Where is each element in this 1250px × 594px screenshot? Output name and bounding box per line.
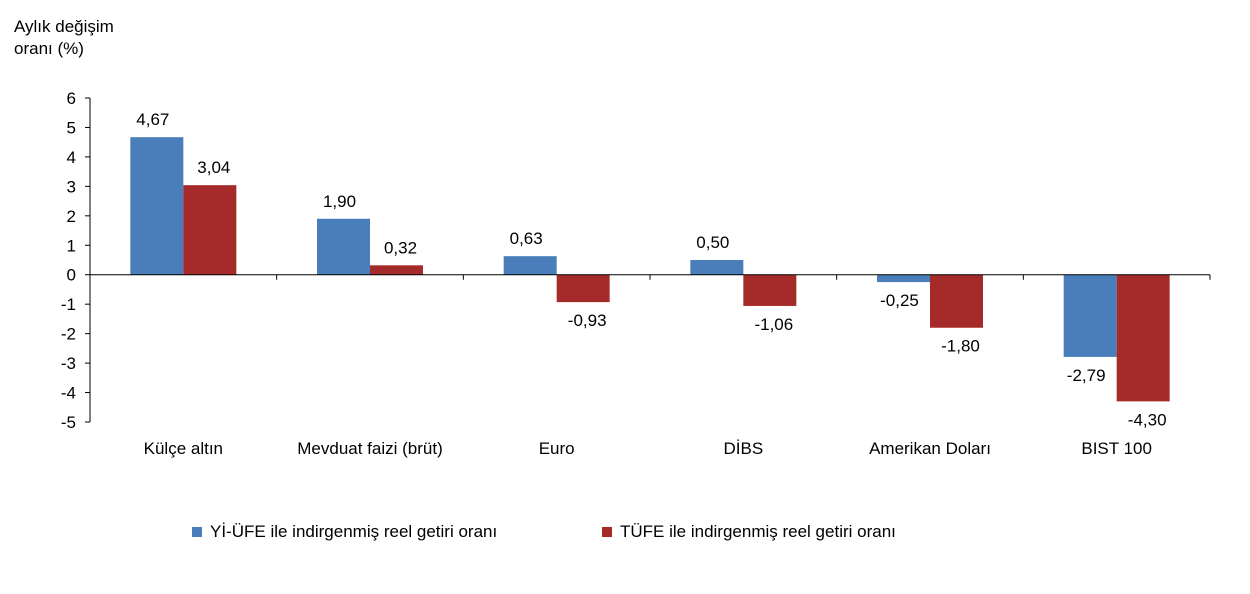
data-label: 4,67 xyxy=(136,110,169,129)
y-tick-label: 2 xyxy=(67,207,76,226)
category-label: BIST 100 xyxy=(1081,439,1152,458)
data-label: -1,06 xyxy=(754,315,793,334)
legend-item-tufe: TÜFE ile indirgenmiş reel getiri oranı xyxy=(602,522,896,542)
y-tick-label: 3 xyxy=(67,177,76,196)
y-tick-label: -5 xyxy=(61,413,76,432)
bar xyxy=(370,265,423,275)
bar xyxy=(690,260,744,275)
legend-item-yi-ufe: Yİ-ÜFE ile indirgenmiş reel getiri oranı xyxy=(192,522,497,542)
y-tick-label: 1 xyxy=(67,236,76,255)
y-tick-label: -1 xyxy=(61,295,76,314)
category-label: Amerikan Doları xyxy=(869,439,991,458)
bar xyxy=(556,274,610,303)
data-label: 1,90 xyxy=(323,192,356,211)
y-tick-label: -4 xyxy=(61,384,76,403)
bar xyxy=(1063,274,1117,357)
bar xyxy=(183,185,237,275)
data-label: -0,93 xyxy=(568,311,607,330)
bar xyxy=(317,218,370,275)
y-tick-label: 6 xyxy=(67,89,76,108)
category-label: DİBS xyxy=(723,439,763,458)
y-tick-label: 4 xyxy=(67,148,76,167)
legend-swatch-yi-ufe xyxy=(192,527,202,537)
y-tick-label: 5 xyxy=(67,118,76,137)
bar xyxy=(930,274,983,328)
data-label: -2,79 xyxy=(1067,366,1106,385)
legend-label-tufe: TÜFE ile indirgenmiş reel getiri oranı xyxy=(620,522,896,541)
y-tick-label: 0 xyxy=(67,266,76,285)
data-label: 0,63 xyxy=(510,229,543,248)
category-label: Külçe altın xyxy=(144,439,223,458)
data-label: -1,80 xyxy=(941,337,980,356)
bar xyxy=(130,137,184,275)
y-tick-label: -2 xyxy=(61,325,76,344)
category-label: Mevduat faizi (brüt) xyxy=(297,439,443,458)
y-tick-label: -3 xyxy=(61,354,76,373)
data-label: -4,30 xyxy=(1128,410,1167,429)
legend-swatch-tufe xyxy=(602,527,612,537)
y-axis-title: Aylık değişim oranı (%) xyxy=(14,17,114,58)
data-label: 0,32 xyxy=(384,238,417,257)
bar xyxy=(877,274,930,283)
data-label: 3,04 xyxy=(197,158,230,177)
category-label: Euro xyxy=(539,439,575,458)
bar xyxy=(1116,274,1170,402)
legend: Yİ-ÜFE ile indirgenmiş reel getiri oranı… xyxy=(0,522,1250,546)
data-label: 0,50 xyxy=(696,233,729,252)
bar xyxy=(503,256,557,275)
data-label: -0,25 xyxy=(880,291,919,310)
bar xyxy=(743,274,797,306)
legend-label-yi-ufe: Yİ-ÜFE ile indirgenmiş reel getiri oranı xyxy=(210,522,498,541)
